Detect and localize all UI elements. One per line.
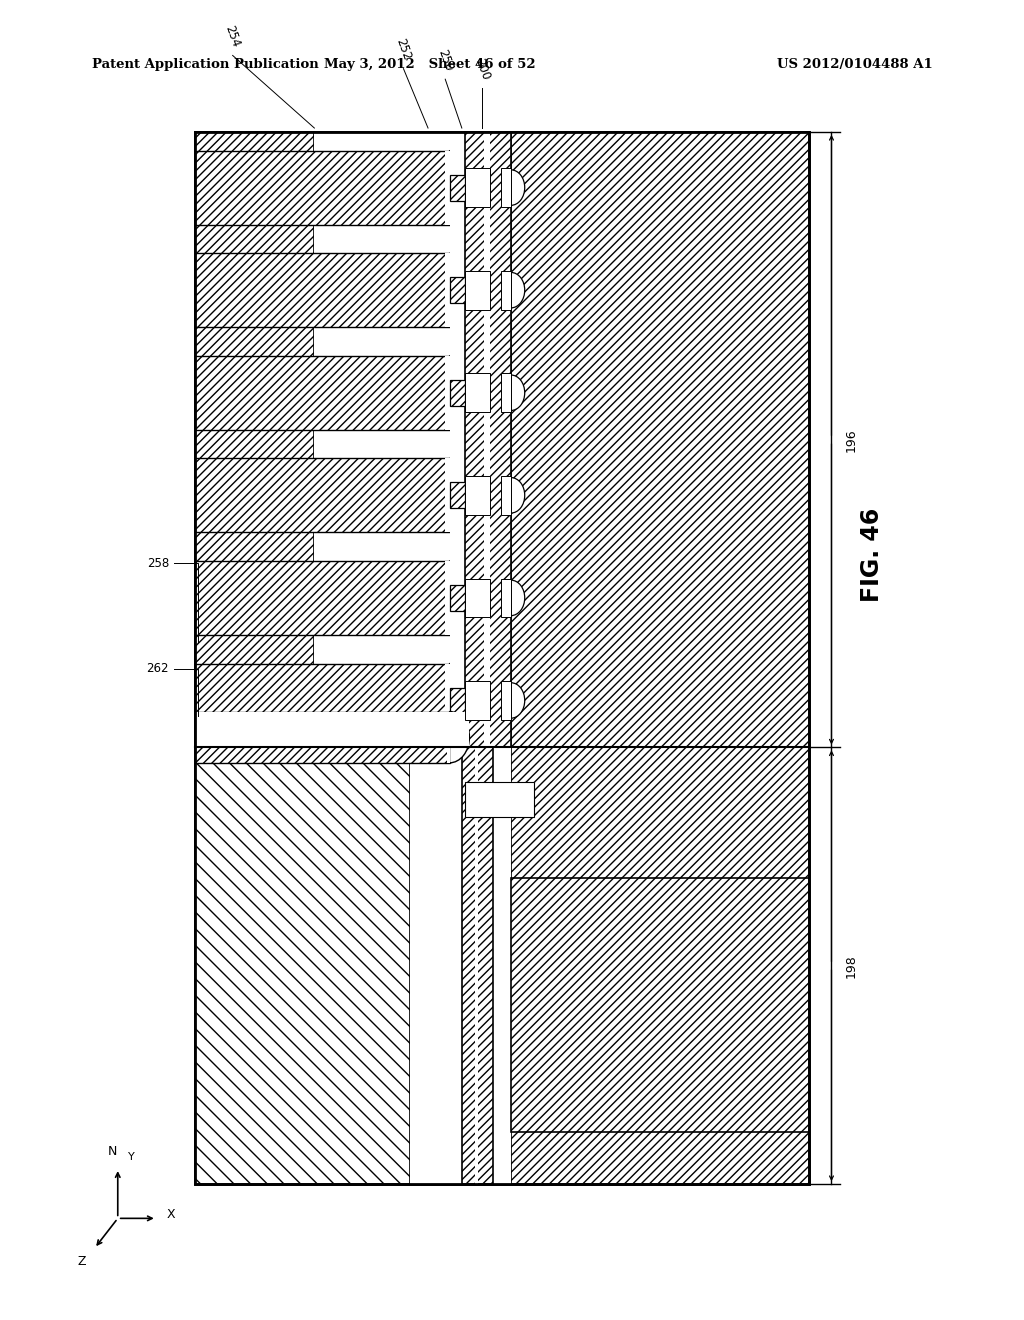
Bar [450, 380, 465, 405]
Bar [195, 132, 314, 747]
Bar [465, 132, 511, 747]
Wedge shape [450, 253, 478, 327]
Bar [314, 132, 450, 747]
Bar [195, 253, 450, 327]
Text: 198: 198 [845, 954, 858, 978]
Bar [450, 132, 465, 747]
Text: Y: Y [128, 1151, 135, 1162]
Text: Z: Z [78, 1255, 86, 1269]
Bar [509, 682, 511, 718]
Wedge shape [450, 458, 478, 532]
Text: X: X [167, 1208, 175, 1221]
Bar [465, 374, 490, 412]
Bar [511, 747, 809, 1184]
Bar [450, 277, 465, 304]
Text: 262: 262 [146, 663, 169, 675]
Bar [509, 478, 511, 513]
Bar [475, 747, 478, 1184]
Bar [509, 272, 511, 308]
Text: 254: 254 [222, 24, 243, 49]
Bar [195, 356, 450, 430]
Bar [195, 747, 410, 1184]
Bar [509, 170, 511, 206]
Text: 258: 258 [146, 557, 169, 570]
Bar [501, 168, 511, 207]
Bar [195, 150, 450, 224]
Bar [450, 174, 465, 201]
Bar [445, 561, 450, 635]
Bar [501, 271, 511, 310]
Bar [195, 711, 469, 747]
Bar [465, 477, 490, 515]
Bar [465, 168, 490, 207]
Bar [195, 458, 450, 532]
Wedge shape [511, 170, 524, 206]
Text: 252: 252 [393, 37, 414, 62]
Bar [493, 747, 511, 1184]
Text: 200: 200 [472, 57, 492, 82]
Bar [445, 458, 450, 532]
Bar [195, 132, 809, 1184]
Text: N: N [108, 1144, 118, 1158]
Wedge shape [511, 375, 524, 411]
Bar [511, 878, 809, 1131]
Text: FIG. 46: FIG. 46 [860, 507, 885, 602]
Text: 196: 196 [845, 428, 858, 451]
Bar [465, 578, 490, 618]
Bar [195, 664, 450, 738]
Text: May 3, 2012   Sheet 46 of 52: May 3, 2012 Sheet 46 of 52 [325, 58, 536, 71]
Bar [462, 747, 493, 1184]
Wedge shape [511, 581, 524, 615]
Text: Patent Application Publication: Patent Application Publication [92, 58, 318, 71]
Bar [195, 132, 809, 1184]
Bar [450, 688, 465, 713]
Bar [511, 132, 809, 747]
Bar [465, 783, 535, 817]
Wedge shape [450, 664, 478, 738]
Bar [484, 132, 489, 747]
Bar [445, 150, 450, 224]
Bar [450, 482, 465, 508]
Bar [445, 253, 450, 327]
Wedge shape [450, 561, 478, 635]
Text: US 2012/0104488 A1: US 2012/0104488 A1 [777, 58, 933, 71]
Wedge shape [511, 272, 524, 308]
Bar [501, 477, 511, 515]
Wedge shape [450, 150, 478, 224]
Bar [509, 375, 511, 411]
Bar [410, 747, 462, 1184]
Wedge shape [450, 711, 469, 763]
Bar [465, 681, 490, 719]
Bar [445, 356, 450, 430]
Bar [501, 374, 511, 412]
Bar [509, 581, 511, 615]
Bar [195, 561, 450, 635]
Bar [446, 711, 450, 763]
Wedge shape [511, 478, 524, 513]
Bar [501, 578, 511, 618]
Wedge shape [450, 356, 478, 430]
Wedge shape [511, 682, 524, 718]
Bar [195, 711, 450, 763]
Bar [450, 585, 465, 611]
Bar [445, 664, 450, 738]
Text: 250: 250 [435, 48, 455, 73]
Bar [465, 271, 490, 310]
Bar [501, 681, 511, 719]
